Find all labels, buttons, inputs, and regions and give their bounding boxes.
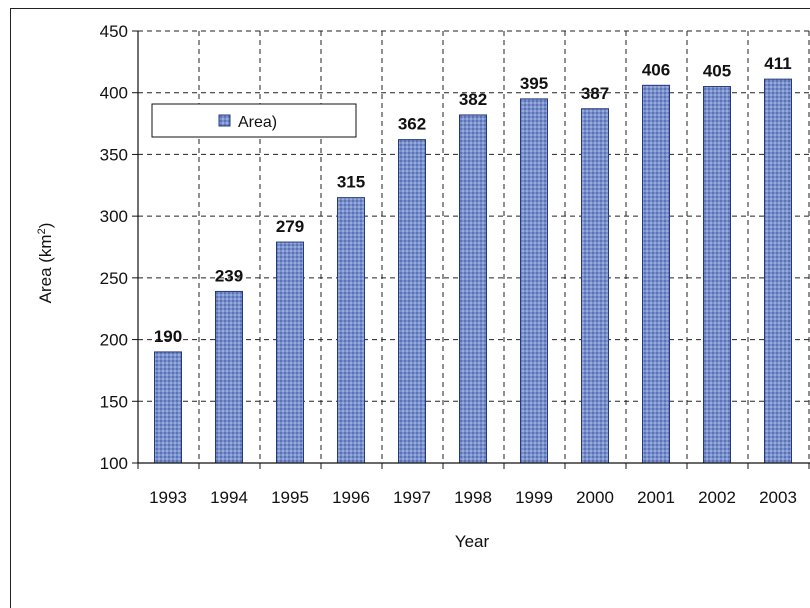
y-tick-label: 250 [100,269,128,288]
bar-1998 [459,114,487,464]
data-label-1994: 239 [215,266,243,285]
x-tick-label-2002: 2002 [698,488,736,507]
data-label-1995: 279 [276,217,304,236]
bar-1994 [215,290,243,464]
bar-2000 [581,108,609,464]
x-tick-label-1997: 1997 [393,488,431,507]
y-axis-title-superscript: 2 [36,228,48,234]
x-tick-label-1995: 1995 [271,488,309,507]
x-tick-label-1996: 1996 [332,488,370,507]
y-tick-label: 400 [100,84,128,103]
y-axis-title-end: ) [36,223,55,229]
data-label-2002: 405 [703,62,731,81]
data-label-2001: 406 [642,60,670,79]
data-label-1999: 395 [520,74,548,93]
y-tick-label: 450 [100,22,128,41]
y-axis-title-main: Area (km [36,234,55,303]
bar-1997 [398,139,426,464]
y-axis-title: Area (km2) [36,223,55,304]
chart-frame [10,8,810,608]
data-label-1996: 315 [337,173,365,192]
x-tick-label-2003: 2003 [759,488,797,507]
data-label-2003: 411 [764,54,791,73]
data-label-1993: 190 [154,327,182,346]
legend-swatch [218,114,231,127]
legend-box [151,103,357,138]
bar-1993 [154,351,182,464]
bar-chart: 100 150 200 250 300 350 400 450 190 1993 239 1994 27… [36,22,810,551]
x-tick-label-2001: 2001 [637,488,675,507]
x-tick-label-1993: 1993 [149,488,187,507]
x-tick-label-1999: 1999 [515,488,553,507]
y-tick-label: 150 [100,392,128,411]
bar-1995 [276,241,304,464]
axes [132,30,810,469]
x-tick-label-1994: 1994 [210,488,248,507]
legend: Area) [151,103,357,138]
data-label-1998: 382 [459,90,487,109]
bar-1996 [337,197,365,464]
bar-2001 [642,84,670,464]
y-tick-label: 200 [100,331,128,350]
bar-1999 [520,98,548,464]
data-label-1997: 362 [398,115,426,134]
data-label-2000: 387 [581,84,609,103]
y-tick-label: 300 [100,207,128,226]
x-tick-label-1998: 1998 [454,488,492,507]
y-tick-label: 100 [100,454,128,473]
bar-2003 [764,78,792,464]
bar-2002 [703,86,731,464]
labels: 100 150 200 250 300 350 400 450 190 1993 239 1994 27… [100,22,797,507]
legend-label: Area) [238,114,277,131]
x-axis-title: Year [455,532,490,551]
x-tick-label-2000: 2000 [576,488,614,507]
y-tick-label: 350 [100,145,128,164]
